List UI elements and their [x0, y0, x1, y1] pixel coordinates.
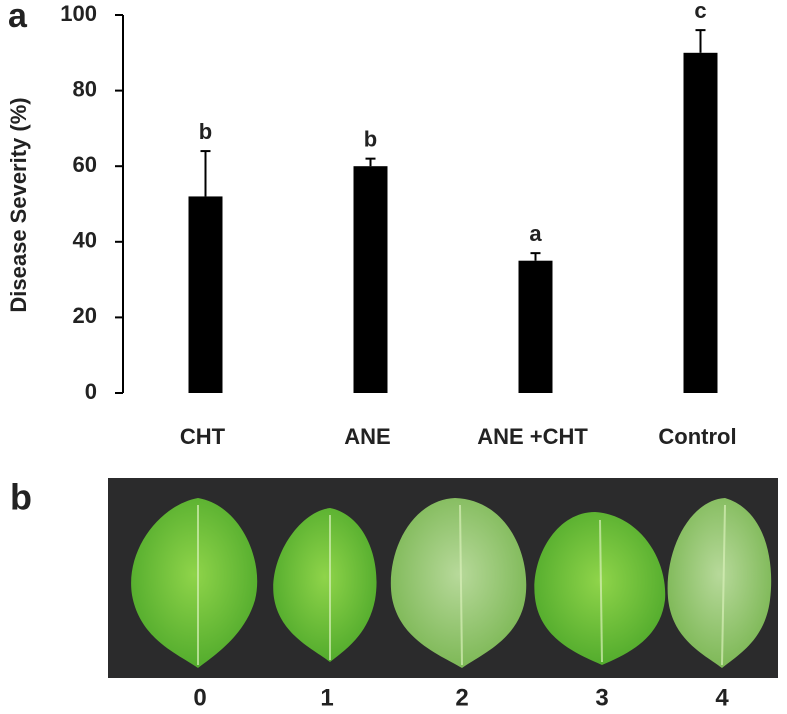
- y-tick-label: 60: [73, 152, 97, 177]
- y-tick-label: 20: [73, 303, 97, 328]
- y-axis-label: Disease Severity (%): [6, 97, 31, 312]
- x-tick-label: ANE +CHT: [477, 424, 588, 449]
- leaf: [667, 498, 772, 668]
- leaf-label: 4: [715, 684, 729, 711]
- x-tick-label: CHT: [180, 424, 226, 449]
- bar: [188, 196, 223, 393]
- bar: [518, 260, 553, 393]
- significance-letter: b: [364, 126, 377, 151]
- leaf-label: 3: [595, 684, 608, 711]
- y-tick-label: 100: [60, 1, 97, 26]
- x-tick-label: ANE: [344, 424, 390, 449]
- leaf: [534, 512, 666, 665]
- leaf-label: 1: [320, 684, 333, 711]
- leaf-label: 2: [455, 684, 468, 711]
- leaf: [273, 508, 377, 662]
- y-tick-label: 0: [85, 379, 97, 404]
- leaf-label: 0: [193, 684, 206, 711]
- leaf: [390, 498, 527, 668]
- leaf: [131, 498, 258, 668]
- significance-letter: a: [529, 221, 542, 246]
- significance-letter: b: [199, 119, 212, 144]
- x-tick-label: Control: [658, 424, 736, 449]
- y-tick-label: 40: [73, 228, 97, 253]
- y-tick-label: 80: [73, 76, 97, 101]
- significance-letter: c: [694, 0, 706, 23]
- panel-label: a: [8, 0, 28, 35]
- leaf-photo: [108, 478, 778, 678]
- bar: [683, 52, 718, 394]
- panel-label: b: [10, 477, 32, 518]
- bar: [353, 166, 388, 393]
